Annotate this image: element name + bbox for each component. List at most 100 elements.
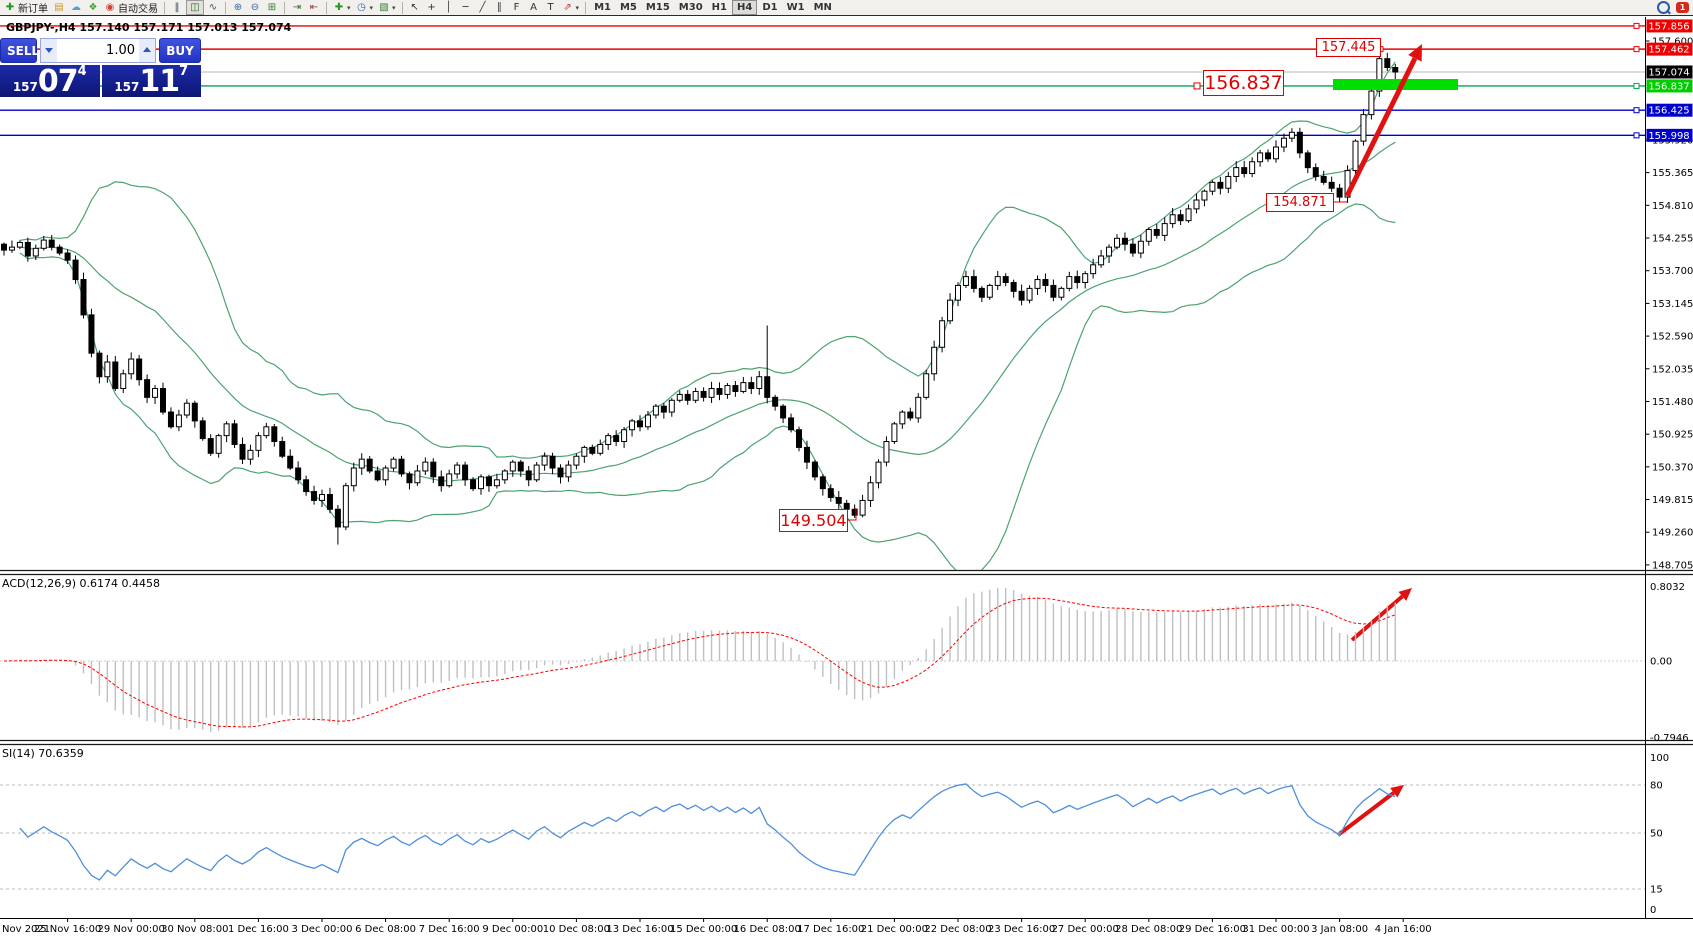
volume-input[interactable] bbox=[57, 39, 139, 62]
chevron-down-icon: ▾ bbox=[575, 3, 580, 12]
price-annotation-156837[interactable]: 156.837 bbox=[1203, 70, 1284, 96]
svg-text:29 Dec 16:00: 29 Dec 16:00 bbox=[1179, 924, 1246, 935]
vertical-line-tool-button[interactable]: │ bbox=[441, 1, 457, 14]
tile-windows-button[interactable]: ⊞ bbox=[264, 1, 280, 14]
periods-icon: ◷ bbox=[357, 2, 366, 13]
price-annotation-157445[interactable]: 157.445 bbox=[1316, 38, 1381, 57]
autotrading-button-label: 自动交易 bbox=[118, 4, 158, 15]
svg-text:153.145: 153.145 bbox=[1652, 299, 1693, 310]
fibonacci-tool-button[interactable]: F bbox=[509, 1, 525, 14]
chart-shift-button[interactable]: ⇤ bbox=[306, 1, 322, 14]
svg-text:157.462: 157.462 bbox=[1648, 45, 1689, 56]
bar-chart-button[interactable]: ‖ bbox=[169, 1, 185, 14]
svg-text:155.365: 155.365 bbox=[1652, 168, 1693, 179]
svg-text:17 Dec 16:00: 17 Dec 16:00 bbox=[797, 924, 864, 935]
price-axis: 157.600155.920155.365154.810154.255153.7… bbox=[1645, 17, 1693, 918]
svg-text:31 Dec 00:00: 31 Dec 00:00 bbox=[1242, 924, 1309, 935]
svg-text:27 Dec 00:00: 27 Dec 00:00 bbox=[1052, 924, 1119, 935]
chat-notification-icon[interactable]: 1 bbox=[1676, 2, 1689, 13]
svg-text:10 Dec 08:00: 10 Dec 08:00 bbox=[543, 924, 610, 935]
svg-text:7 Dec 16:00: 7 Dec 16:00 bbox=[419, 924, 480, 935]
volume-spinner bbox=[40, 38, 156, 63]
price-annotation-154871[interactable]: 154.871 bbox=[1266, 193, 1334, 212]
periods-button[interactable]: ◷ ▾ bbox=[354, 1, 376, 14]
toolbar-right-group: 1 bbox=[1657, 1, 1693, 14]
new-order-icon: ✚ bbox=[5, 2, 15, 13]
svg-text:156.837: 156.837 bbox=[1648, 81, 1689, 92]
svg-text:0.8032: 0.8032 bbox=[1650, 582, 1685, 593]
svg-text:15 Dec 00:00: 15 Dec 00:00 bbox=[670, 924, 737, 935]
svg-text:21 Dec 00:00: 21 Dec 00:00 bbox=[861, 924, 928, 935]
text-label-tool-button[interactable]: T bbox=[543, 1, 559, 14]
new-order-button-label: 新订单 bbox=[18, 4, 48, 15]
annotation-connectors bbox=[847, 201, 1347, 521]
timeframe-mn-button[interactable]: MN bbox=[813, 2, 832, 13]
svg-text:100: 100 bbox=[1650, 753, 1669, 764]
candlestick-chart-button[interactable]: ◫ bbox=[186, 0, 204, 15]
horizontal-line-tool-button[interactable]: ─ bbox=[458, 1, 474, 14]
price-annotation-149504[interactable]: 149.504 bbox=[779, 509, 848, 532]
svg-text:157.074: 157.074 bbox=[1648, 67, 1689, 78]
trend-arrow-macd[interactable] bbox=[1350, 594, 1404, 642]
volume-increase-button[interactable] bbox=[139, 39, 155, 62]
arrows-icon: ⇗ bbox=[563, 2, 572, 13]
volume-decrease-button[interactable] bbox=[41, 39, 57, 62]
sell-button[interactable]: SELL bbox=[0, 38, 39, 63]
crosshair-icon: + bbox=[427, 2, 436, 13]
svg-text:151.480: 151.480 bbox=[1652, 397, 1693, 408]
svg-text:3 Jan 08:00: 3 Jan 08:00 bbox=[1311, 924, 1368, 935]
search-icon[interactable] bbox=[1657, 1, 1670, 14]
buy-price[interactable]: 157 11 7 bbox=[101, 65, 201, 97]
macd-indicator-label: ACD(12,26,9) 0.6174 0.4458 bbox=[2, 577, 161, 590]
templates-button[interactable]: ▧ ▾ bbox=[376, 1, 398, 14]
auto-scroll-button[interactable]: ⇥ bbox=[289, 1, 305, 14]
timeframe-h4-button[interactable]: H4 bbox=[731, 0, 758, 15]
data-window-button[interactable]: ☁ bbox=[68, 1, 84, 14]
vertical-line-icon: │ bbox=[445, 2, 452, 13]
svg-text:6 Dec 08:00: 6 Dec 08:00 bbox=[355, 924, 416, 935]
trend-arrow-rsi[interactable] bbox=[1336, 791, 1396, 837]
rsi-panel bbox=[0, 783, 1645, 890]
svg-text:155.998: 155.998 bbox=[1648, 131, 1689, 142]
toolbar-separator bbox=[326, 1, 327, 14]
line-chart-button[interactable]: ∿ bbox=[205, 1, 221, 14]
timeframe-d1-button[interactable]: D1 bbox=[762, 2, 778, 13]
trendline-tool-button[interactable]: ╱ bbox=[475, 1, 491, 14]
indicators-icon: ✚ bbox=[334, 2, 344, 13]
arrows-tool-button[interactable]: ⇗ ▾ bbox=[560, 1, 582, 14]
trend-arrow-price[interactable] bbox=[1344, 57, 1418, 198]
text-label-icon: T bbox=[547, 2, 554, 13]
green-highlight-bar[interactable] bbox=[1333, 79, 1458, 90]
sell-price[interactable]: 157 07 4 bbox=[0, 65, 100, 97]
new-order-button[interactable]: ✚ 新订单 bbox=[2, 1, 50, 15]
sell-price-pipette: 4 bbox=[77, 64, 87, 79]
zoom-in-button[interactable]: ⊕ bbox=[230, 1, 246, 14]
buy-button[interactable]: BUY bbox=[159, 38, 201, 63]
timeframe-m1-button[interactable]: M1 bbox=[594, 2, 611, 13]
timeframe-h1-button[interactable]: H1 bbox=[711, 2, 727, 13]
svg-text:154.255: 154.255 bbox=[1652, 234, 1693, 245]
zoom-out-button[interactable]: ⊖ bbox=[247, 1, 263, 14]
market-watch-button[interactable]: ▤ bbox=[51, 1, 67, 14]
indicators-button[interactable]: ✚ ▾ bbox=[331, 1, 353, 14]
market-watch-icon: ▤ bbox=[54, 2, 64, 13]
timeframe-m15-button[interactable]: M15 bbox=[645, 2, 670, 13]
channel-tool-button[interactable]: ∥ bbox=[492, 1, 508, 14]
timeframe-m5-button[interactable]: M5 bbox=[619, 2, 637, 13]
toolbar-separator bbox=[225, 1, 226, 14]
timeframe-w1-button[interactable]: W1 bbox=[786, 2, 805, 13]
text-tool-button[interactable]: A bbox=[526, 1, 542, 14]
crosshair-tool-button[interactable]: + bbox=[424, 1, 440, 14]
autotrading-button[interactable]: ◉ 自动交易 bbox=[102, 1, 160, 15]
cursor-icon: ↖ bbox=[410, 2, 419, 13]
chart-shift-icon: ⇤ bbox=[309, 2, 319, 13]
svg-text:16 Dec 08:00: 16 Dec 08:00 bbox=[734, 924, 801, 935]
line-chart-icon: ∿ bbox=[208, 2, 218, 13]
timeframe-m30-button[interactable]: M30 bbox=[678, 2, 703, 13]
cursor-tool-button[interactable]: ↖ bbox=[407, 1, 423, 14]
navigator-button[interactable]: ❖ bbox=[85, 1, 101, 14]
